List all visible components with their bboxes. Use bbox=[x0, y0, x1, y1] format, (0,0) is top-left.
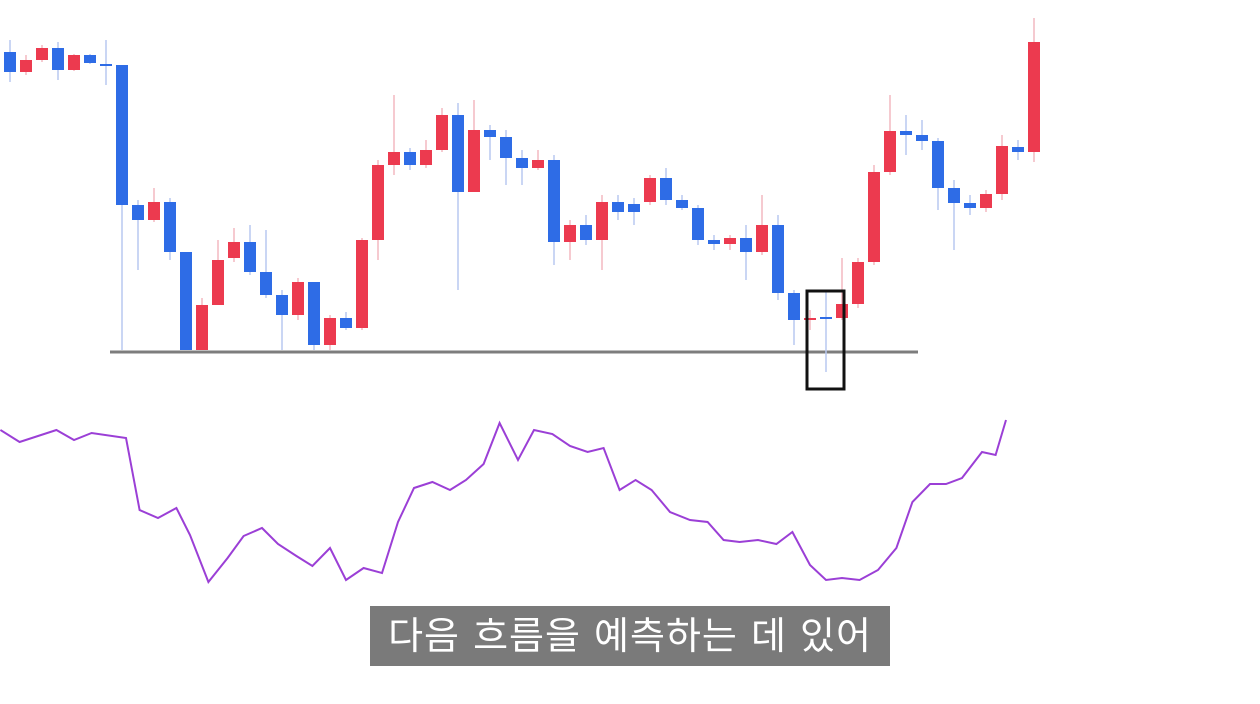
candle-body bbox=[84, 55, 96, 63]
candle-body bbox=[212, 260, 224, 305]
candle-body bbox=[916, 135, 928, 141]
candle-body bbox=[68, 55, 80, 70]
candle-body bbox=[276, 295, 288, 315]
candle-body bbox=[148, 202, 160, 220]
candle-body bbox=[644, 178, 656, 202]
candle-body bbox=[244, 242, 256, 272]
candle-body bbox=[1028, 42, 1040, 152]
candle-body bbox=[772, 225, 784, 293]
candle-body bbox=[356, 240, 368, 328]
candle-body bbox=[4, 52, 16, 72]
candle-body bbox=[164, 202, 176, 252]
candle-body bbox=[804, 318, 816, 320]
candle-body bbox=[340, 318, 352, 328]
candle-body bbox=[692, 208, 704, 240]
candle-body bbox=[468, 130, 480, 192]
candle-body bbox=[436, 115, 448, 150]
candle-body bbox=[404, 152, 416, 165]
candle-body bbox=[500, 137, 512, 158]
candle-body bbox=[612, 202, 624, 212]
candle-body bbox=[884, 131, 896, 172]
candle-body bbox=[788, 293, 800, 320]
candle-body bbox=[228, 242, 240, 258]
candle-body bbox=[516, 158, 528, 168]
candle-body bbox=[564, 225, 576, 242]
candle-body bbox=[900, 131, 912, 135]
candle-body bbox=[1012, 147, 1024, 152]
candle-body bbox=[660, 178, 672, 200]
candle-body bbox=[308, 282, 320, 345]
candle-body bbox=[708, 240, 720, 244]
candle-body bbox=[868, 172, 880, 262]
candle-body bbox=[548, 160, 560, 242]
candle-body bbox=[20, 60, 32, 72]
candle-body bbox=[36, 48, 48, 60]
candle-body bbox=[932, 141, 944, 188]
candle-body bbox=[420, 150, 432, 165]
oscillator-line bbox=[0, 419, 1007, 584]
candle-body bbox=[484, 130, 496, 137]
candle-body bbox=[948, 188, 960, 203]
candle-body bbox=[196, 305, 208, 350]
candle-body bbox=[52, 48, 64, 70]
candle-body bbox=[372, 165, 384, 240]
candle-body bbox=[756, 225, 768, 252]
candle-body bbox=[628, 204, 640, 212]
subtitle: 다음 흐름을 예측하는 데 있어 bbox=[370, 606, 890, 666]
candle-body bbox=[452, 115, 464, 192]
candle-body bbox=[852, 262, 864, 304]
candle-body bbox=[596, 202, 608, 240]
candle-body bbox=[980, 194, 992, 208]
highlight-box bbox=[805, 289, 846, 391]
candle-body bbox=[724, 238, 736, 244]
candle-body bbox=[996, 146, 1008, 194]
candle-body bbox=[740, 238, 752, 252]
candle-body bbox=[324, 318, 336, 345]
candle-body bbox=[100, 64, 112, 66]
candle-body bbox=[388, 152, 400, 165]
candle-body bbox=[580, 225, 592, 240]
candle-body bbox=[532, 160, 544, 168]
candle-body bbox=[836, 304, 848, 318]
candle-body bbox=[260, 272, 272, 295]
candle-body bbox=[132, 205, 144, 220]
candle-body bbox=[964, 203, 976, 208]
candle-body bbox=[676, 200, 688, 208]
candle-body bbox=[116, 65, 128, 205]
candle-body bbox=[292, 282, 304, 315]
candle-body bbox=[820, 317, 832, 319]
candle-body bbox=[180, 252, 192, 350]
